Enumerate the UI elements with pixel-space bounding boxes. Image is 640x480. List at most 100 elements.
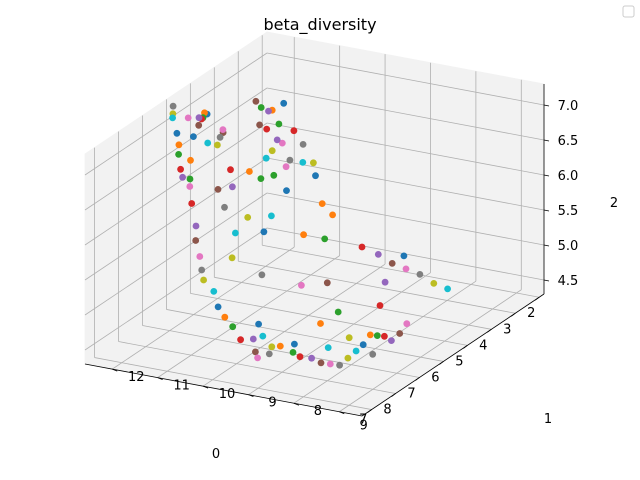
- data-point: [221, 203, 228, 211]
- axis-panes: [83, 31, 546, 417]
- data-point: [196, 253, 204, 260]
- data-point: [286, 156, 294, 164]
- data-point: [186, 175, 194, 183]
- x-grid-line: [142, 325, 420, 378]
- data-point: [221, 313, 229, 321]
- data-point: [324, 344, 332, 351]
- y-grid-line: [157, 255, 340, 378]
- data-point: [270, 171, 278, 179]
- data-point: [276, 342, 284, 350]
- data-point: [244, 214, 252, 221]
- data-point: [262, 154, 270, 162]
- z-grid-line: [84, 227, 268, 351]
- data-point: [317, 320, 324, 327]
- data-point: [388, 337, 395, 344]
- data-point: [402, 265, 410, 273]
- data-point: [188, 200, 196, 207]
- data-point: [268, 147, 276, 155]
- x-tick-label: 4: [479, 338, 487, 353]
- data-point: [192, 237, 200, 244]
- data-point: [396, 330, 404, 337]
- y-grid-line: [293, 280, 477, 404]
- data-point: [227, 166, 234, 174]
- z-tick-mark: [543, 209, 550, 212]
- y-tick-label: 8: [314, 404, 322, 419]
- data-point: [232, 229, 239, 237]
- data-point: [258, 271, 266, 279]
- data-point: [366, 331, 374, 339]
- data-point: [290, 127, 298, 135]
- x-tick-label: 9: [359, 419, 367, 434]
- z-tick-mark: [543, 139, 550, 142]
- data-point: [326, 360, 334, 368]
- data-point: [308, 354, 315, 362]
- z-tick-label: 7.0: [558, 99, 579, 114]
- y-tick-label: 9: [268, 396, 276, 411]
- data-point: [359, 341, 367, 349]
- data-point: [186, 183, 194, 190]
- data-point: [210, 288, 218, 295]
- data-point: [376, 302, 384, 309]
- data-point: [373, 332, 381, 339]
- z-tick-label: 5.5: [558, 204, 579, 219]
- data-point: [200, 276, 208, 284]
- data-point: [374, 251, 382, 258]
- z-tick-mark: [543, 244, 550, 247]
- data-point: [216, 133, 224, 141]
- data-point: [289, 349, 297, 356]
- data-point: [175, 151, 183, 158]
- data-point: [300, 231, 307, 239]
- data-point: [298, 281, 305, 289]
- z-grid-line: [84, 157, 268, 281]
- data-point: [237, 336, 245, 344]
- y-axis-line: [361, 293, 545, 417]
- data-point: [381, 278, 389, 286]
- chart-title: beta_diversity: [263, 15, 376, 35]
- y-tick-label: 12: [128, 370, 145, 385]
- y-tick-label: 7: [359, 413, 367, 428]
- y-grid-line: [112, 246, 295, 370]
- z-grid-line: [84, 87, 268, 211]
- data-point: [299, 159, 307, 166]
- data-point: [177, 165, 185, 173]
- x-grid-line: [94, 357, 372, 410]
- data-point: [388, 260, 396, 267]
- data-point: [369, 350, 377, 358]
- data-point: [403, 320, 411, 328]
- data-point: [318, 200, 326, 208]
- x-grid-line: [166, 309, 444, 362]
- data-point: [255, 320, 262, 328]
- data-point: [229, 323, 237, 331]
- data-point: [334, 308, 342, 316]
- data-point: [416, 271, 424, 278]
- data-point: [296, 353, 304, 361]
- data-point: [345, 334, 353, 342]
- y-grid-line: [339, 289, 522, 413]
- x-axis-label: 0: [212, 447, 220, 462]
- z-grid-line: [84, 192, 268, 316]
- data-point: [352, 347, 360, 355]
- data-point: [273, 136, 281, 144]
- axis-lines: [84, 84, 550, 417]
- data-point: [249, 335, 257, 343]
- legend-box: [622, 5, 635, 18]
- data-point: [310, 159, 317, 167]
- x-tick-label: 6: [431, 370, 439, 385]
- data-point: [260, 228, 268, 236]
- z-grid-line: [266, 52, 545, 106]
- data-point: [259, 332, 267, 340]
- data-point: [257, 175, 265, 183]
- x-axis-line: [84, 363, 363, 417]
- y-grid-line: [202, 263, 386, 387]
- data-point: [214, 186, 222, 193]
- data-point: [336, 361, 343, 369]
- data-point: [299, 141, 307, 148]
- data-point: [275, 120, 283, 128]
- data-point: [252, 348, 259, 356]
- z-tick-label: 5.0: [558, 239, 579, 254]
- data-point: [430, 280, 438, 287]
- data-point: [229, 183, 236, 191]
- data-point: [256, 121, 263, 129]
